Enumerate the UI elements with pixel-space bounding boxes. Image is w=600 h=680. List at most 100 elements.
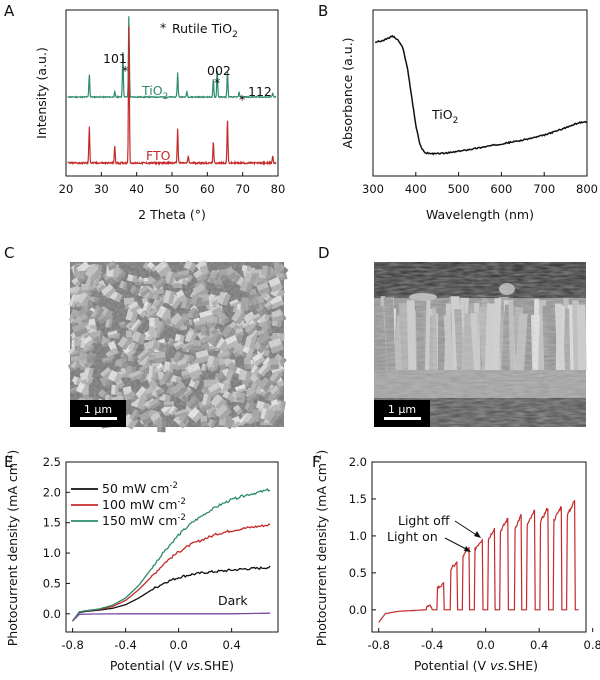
- f-xtick-label: -0.4: [421, 638, 443, 652]
- a-xtick-label: 70: [235, 182, 250, 196]
- panel-f-arrow-off: [454, 520, 479, 537]
- panel-f-y-label-main: Photocurrent density (mA cm: [314, 463, 329, 646]
- panel-b-x-label: Wavelength (nm): [426, 207, 534, 222]
- a-xtick-label: 80: [271, 182, 286, 196]
- panel-f-arrow-on: [444, 537, 469, 551]
- e-ytick-label: 1.0: [43, 546, 61, 560]
- a-xtick-label: 50: [165, 182, 180, 196]
- f-xtick-label: 0.0: [477, 638, 495, 652]
- panel-e-frame: [65, 461, 279, 633]
- panel-a: A 20 30 40 50 60 70 80 2 Theta (°) Intensity (…: [4, 2, 285, 222]
- e-ytick-label: 2.0: [43, 485, 61, 499]
- panel-a-legend: Rutile TiO2: [172, 21, 238, 40]
- panel-a-legend-main: Rutile TiO: [172, 21, 232, 36]
- sem-d-texture: [374, 262, 586, 427]
- panel-e-y-label-main: Photocurrent density (mA cm: [5, 463, 20, 646]
- panel-a-series: [67, 16, 277, 166]
- e-ytick-label: 0.5: [43, 576, 61, 590]
- sem-d-scale-label: 1 µm: [388, 403, 416, 416]
- sem-c-scale-bar: [80, 417, 117, 420]
- e-ytick-label: 2.5: [43, 455, 61, 469]
- a-xtick-label: 40: [129, 182, 144, 196]
- panel-e: E -0.8 -0.4 0.0 0.4 0.0 0.5 1.0 1.5 2.0 2.5 50 mW…: [4, 450, 279, 673]
- panel-e-x-label-end: SHE): [204, 658, 234, 673]
- e-series-line: [72, 523, 271, 622]
- sem-c-scale-box: [70, 400, 126, 427]
- panel-e-y-label-sup: -2: [5, 455, 15, 463]
- sem-c-texture: [70, 262, 284, 427]
- e-legend-sup: -2: [177, 513, 185, 523]
- f-ytick-label: 0.0: [349, 603, 367, 617]
- panel-b: B 300 400 500 600 700 800 Wavelength (nm) Abs…: [318, 2, 598, 222]
- panel-f-y-label: Photocurrent density (mA cm-2): [314, 450, 329, 647]
- a-xtick-label: 30: [94, 182, 109, 196]
- panel-f-frame: [371, 461, 587, 633]
- panel-a-tio2-label: TiO2: [141, 83, 168, 102]
- e-xtick-label: 0.4: [222, 638, 240, 652]
- b-xtick-label: 800: [576, 182, 598, 196]
- a-xtick-label: 60: [200, 182, 215, 196]
- e-legend-label: 150 mW cm-2: [102, 513, 186, 528]
- panel-e-letter: E: [4, 453, 13, 471]
- panel-b-tio2-label: TiO2: [431, 107, 458, 126]
- panel-f-y-label-sup: -2: [314, 455, 324, 463]
- panel-f-x-label-end: SHE): [508, 658, 538, 673]
- panel-b-frame: [372, 9, 588, 177]
- e-series-line: [72, 565, 271, 622]
- e-legend-text: 100 mW cm: [102, 497, 177, 512]
- e-ytick-label: 0.0: [43, 607, 61, 621]
- panel-c-letter: C: [4, 244, 14, 262]
- panel-a-tio2-sub: 2: [163, 92, 169, 102]
- panel-f-light-on-label: Light on: [387, 529, 438, 544]
- panel-f: F -0.8 -0.4 0.0 0.4 0.8 0.0 0.5 1.0 1.5 2.0 Light…: [312, 450, 600, 673]
- panel-b-letter: B: [318, 2, 328, 20]
- peak-101-star: *: [122, 63, 128, 78]
- f-ytick-label: 1.0: [349, 529, 367, 543]
- e-xtick-label: 0.0: [169, 638, 187, 652]
- e-legend-text: 150 mW cm: [102, 513, 177, 528]
- panel-f-x-label-main: Potential (V: [414, 658, 490, 673]
- panel-b-series: [375, 34, 587, 156]
- panel-b-y-label: Absorbance (a.u.): [340, 37, 355, 148]
- panel-a-legend-sub: 2: [232, 30, 238, 40]
- panel-b-tio2-main: TiO: [431, 107, 453, 122]
- e-legend-sup: -2: [177, 497, 185, 507]
- panel-f-arrowhead-on: [464, 546, 471, 552]
- e-series-line: [72, 612, 271, 622]
- panel-f-light-off-label: Light off: [398, 513, 450, 528]
- panel-a-x-label: 2 Theta (°): [138, 207, 206, 222]
- panel-a-legend-star: *: [160, 20, 166, 35]
- panel-a-letter: A: [4, 2, 15, 20]
- panel-e-x-label-ital: vs.: [186, 658, 204, 673]
- panel-e-x-label: Potential (V vs.SHE): [110, 658, 234, 673]
- panel-f-series: [378, 500, 579, 623]
- panel-f-y-label-end: ): [314, 450, 329, 455]
- f-xtick-label: -0.8: [367, 638, 389, 652]
- f-ytick-label: 1.5: [349, 492, 367, 506]
- peak-112-star: *: [239, 92, 245, 107]
- e-legend-label: 100 mW cm-2: [102, 497, 186, 512]
- panel-e-y-label: Photocurrent density (mA cm-2): [5, 450, 20, 647]
- a-xtick-label: 20: [59, 182, 74, 196]
- f-xtick-label: 0.8: [584, 638, 600, 652]
- b-xtick-label: 600: [490, 182, 512, 196]
- sem-c-scale-label: 1 µm: [84, 403, 112, 416]
- panel-b-x-ticks: 300 400 500 600 700 800: [362, 172, 598, 196]
- panel-d-sem-image: [374, 262, 587, 427]
- a-series-fto: [67, 26, 277, 166]
- b-xtick-label: 400: [405, 182, 427, 196]
- f-xtick-label: 0.4: [530, 638, 548, 652]
- peak-002-label: 002: [207, 63, 231, 78]
- f-ytick-label: 2.0: [349, 455, 367, 469]
- e-series-line: [72, 488, 271, 622]
- panel-e-y-label-end: ): [5, 450, 20, 455]
- e-legend-text: 50 mW cm: [102, 481, 169, 496]
- sem-d-scale-box: [374, 400, 430, 427]
- panel-f-x-label: Potential (V vs.SHE): [414, 658, 538, 673]
- panel-f-x-label-ital: vs.: [490, 658, 508, 673]
- panel-e-dark-label: Dark: [218, 593, 248, 608]
- panel-d: D 1 µm: [318, 244, 587, 427]
- panel-b-tio2-sub: 2: [453, 116, 459, 126]
- b-xtick-label: 300: [362, 182, 384, 196]
- peak-101-label: 101: [103, 51, 127, 66]
